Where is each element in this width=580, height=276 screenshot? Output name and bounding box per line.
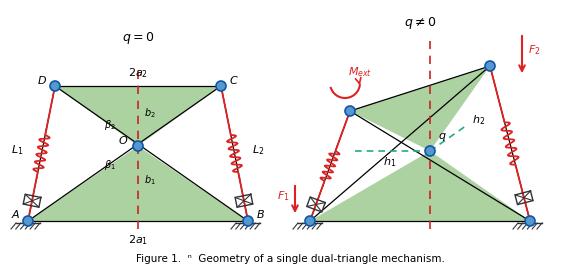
Text: $D$: $D$ <box>37 74 47 86</box>
Circle shape <box>243 216 253 226</box>
Circle shape <box>23 216 33 226</box>
Text: $M_{ext}$: $M_{ext}$ <box>348 65 372 79</box>
Text: $2a_2$: $2a_2$ <box>128 66 148 80</box>
Text: $L_2$: $L_2$ <box>252 144 265 157</box>
Text: $\beta_1$: $\beta_1$ <box>104 158 116 172</box>
Text: $2a_1$: $2a_1$ <box>128 233 148 247</box>
Circle shape <box>345 106 355 116</box>
Circle shape <box>525 216 535 226</box>
Circle shape <box>305 216 315 226</box>
Text: $L_1$: $L_1$ <box>11 144 24 157</box>
Text: $h_2$: $h_2$ <box>472 113 485 127</box>
Circle shape <box>425 146 435 156</box>
Polygon shape <box>28 146 248 221</box>
Circle shape <box>485 61 495 71</box>
Text: $b_2$: $b_2$ <box>144 106 156 120</box>
Polygon shape <box>55 86 221 146</box>
Text: $q=0$: $q=0$ <box>122 30 154 46</box>
Text: $B$: $B$ <box>256 208 265 220</box>
Text: $F_2$: $F_2$ <box>528 44 541 57</box>
Text: $O$: $O$ <box>118 134 128 146</box>
Text: $C$: $C$ <box>229 74 239 86</box>
Polygon shape <box>310 151 530 221</box>
Text: $h_1$: $h_1$ <box>383 155 397 169</box>
Circle shape <box>50 81 60 91</box>
Text: $F_1$: $F_1$ <box>277 189 290 203</box>
Circle shape <box>133 141 143 151</box>
Polygon shape <box>350 66 490 151</box>
Circle shape <box>216 81 226 91</box>
Text: $A$: $A$ <box>10 208 20 220</box>
Text: Figure 1.  ⁿ  Geometry of a single dual-triangle mechanism.: Figure 1. ⁿ Geometry of a single dual-tr… <box>136 254 444 264</box>
Text: $b_1$: $b_1$ <box>144 174 156 187</box>
Text: $q$: $q$ <box>438 131 447 143</box>
Text: $q\neq0$: $q\neq0$ <box>404 15 436 31</box>
Text: $\beta_2$: $\beta_2$ <box>104 118 116 132</box>
